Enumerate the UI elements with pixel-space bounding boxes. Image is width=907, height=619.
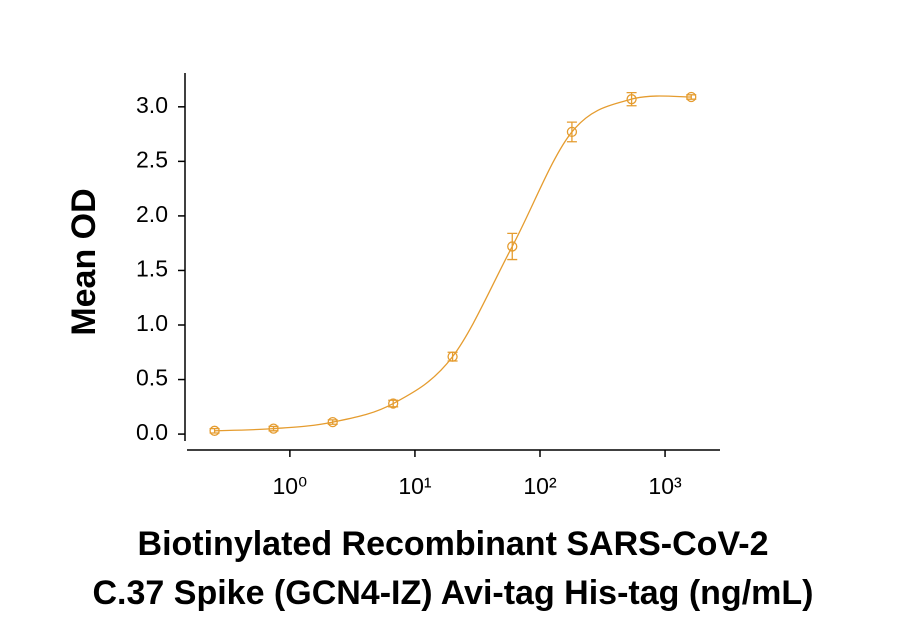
y-tick-label: 3.0 <box>136 92 168 118</box>
y-axis-label: Mean OD <box>65 188 103 335</box>
data-point <box>686 91 697 103</box>
data-point <box>388 398 399 409</box>
y-tick-label: 2.0 <box>136 201 168 227</box>
error-bar <box>566 121 577 143</box>
y-tick-label: 0.5 <box>136 365 168 391</box>
data-point <box>626 94 637 105</box>
x-tick-label: 10⁰ <box>272 473 307 499</box>
error-bar <box>268 425 279 432</box>
x-tick-label: 10² <box>523 473 557 499</box>
x-tick-label: 10¹ <box>398 473 432 499</box>
error-bar <box>686 94 697 100</box>
data-point <box>447 351 458 362</box>
error-bar <box>209 427 220 434</box>
x-axis-label: Biotinylated Recombinant SARS-CoV-2 <box>138 525 769 563</box>
x-axis-label: C.37 Spike (GCN4-IZ) Avi-tag His-tag (ng… <box>93 574 814 612</box>
data-point <box>209 425 220 436</box>
data-point <box>507 241 518 252</box>
error-bar <box>507 232 518 261</box>
data-point <box>268 423 279 434</box>
y-tick-label: 2.5 <box>136 146 168 172</box>
data-point <box>327 416 338 428</box>
data-point <box>566 126 578 138</box>
y-tick-label: 1.5 <box>136 256 168 282</box>
y-tick-label: 0.0 <box>136 419 168 445</box>
fit-curve <box>214 95 692 432</box>
error-bar <box>327 419 338 425</box>
y-tick-label: 1.0 <box>136 310 168 336</box>
x-tick-label: 10³ <box>648 473 682 499</box>
